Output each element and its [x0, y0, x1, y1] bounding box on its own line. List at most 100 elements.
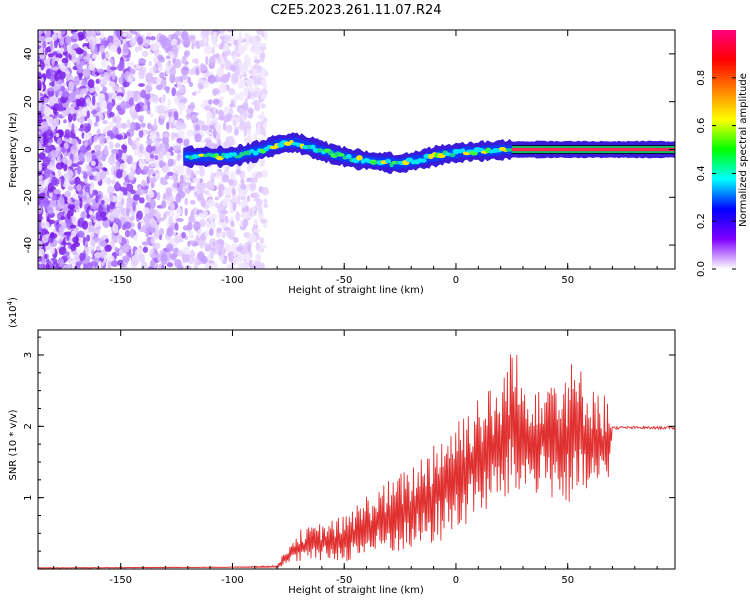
- noise-speckle: [115, 134, 124, 140]
- noise-speckle: [214, 43, 218, 48]
- noise-speckle: [126, 119, 131, 129]
- noise-speckle: [80, 210, 87, 220]
- noise-speckle: [139, 114, 145, 121]
- noise-speckle: [99, 100, 108, 111]
- noise-speckle: [212, 88, 220, 95]
- noise-speckle: [170, 124, 176, 129]
- noise-speckle: [132, 194, 140, 201]
- noise-speckle: [133, 233, 138, 242]
- noise-speckle: [116, 168, 123, 179]
- noise-speckle: [256, 30, 263, 36]
- noise-speckle: [86, 234, 91, 242]
- noise-speckle: [115, 115, 121, 123]
- noise-speckle: [126, 183, 134, 193]
- snr-y-axis-label: SNR (10 * v/v): [8, 409, 19, 480]
- noise-speckle: [197, 78, 204, 84]
- noise-speckle: [172, 172, 179, 183]
- noise-speckle: [179, 174, 184, 184]
- noise-speckle: [154, 154, 159, 161]
- noise-speckle: [224, 242, 230, 252]
- noise-speckle: [251, 36, 258, 46]
- noise-speckle: [97, 93, 103, 104]
- noise-speckle: [107, 64, 111, 75]
- noise-speckle: [108, 141, 114, 150]
- noise-speckle: [90, 204, 98, 210]
- noise-speckle: [158, 227, 165, 236]
- noise-speckle: [64, 129, 71, 136]
- noise-speckle: [216, 227, 222, 233]
- noise-speckle: [235, 70, 241, 77]
- noise-speckle: [89, 102, 94, 112]
- snr-frame: [37, 329, 676, 570]
- noise-speckle: [243, 253, 251, 261]
- snr-x-tick-label: -150: [109, 575, 132, 586]
- noise-speckle: [44, 253, 48, 260]
- noise-speckle: [153, 50, 159, 56]
- noise-speckle: [230, 171, 236, 181]
- noise-speckle: [71, 54, 77, 64]
- noise-speckle: [241, 261, 247, 269]
- noise-speckle: [40, 96, 45, 102]
- noise-speckle: [176, 130, 185, 137]
- noise-speckle: [172, 64, 177, 70]
- noise-speckle: [219, 30, 225, 34]
- noise-speckle: [159, 34, 167, 45]
- noise-speckle: [150, 218, 157, 229]
- noise-speckle: [183, 138, 190, 148]
- noise-speckle: [258, 71, 264, 78]
- snr-y-axis: 1 2 3: [23, 336, 675, 570]
- noise-speckle: [84, 151, 91, 158]
- noise-speckle: [120, 263, 127, 268]
- noise-speckle: [149, 112, 154, 118]
- noise-speckle: [119, 163, 127, 170]
- noise-speckle: [181, 55, 187, 65]
- noise-speckle: [99, 113, 104, 121]
- noise-speckle: [149, 154, 155, 159]
- noise-speckle: [261, 169, 268, 178]
- noise-speckle: [129, 216, 135, 222]
- signal-blob: [277, 142, 285, 148]
- noise-speckle: [83, 133, 92, 141]
- noise-speckle: [193, 170, 200, 176]
- noise-speckle: [143, 104, 148, 112]
- noise-speckle: [100, 59, 107, 69]
- noise-speckle: [133, 90, 139, 96]
- noise-speckle: [51, 176, 58, 186]
- noise-speckle: [138, 159, 147, 169]
- noise-speckle: [57, 257, 64, 268]
- noise-speckle: [165, 151, 172, 159]
- noise-speckle: [70, 144, 78, 155]
- noise-speckle: [149, 186, 153, 195]
- signal-blob: [356, 155, 363, 161]
- noise-speckle: [41, 234, 49, 244]
- noise-speckle: [237, 188, 245, 197]
- noise-speckle: [153, 64, 157, 73]
- noise-speckle: [178, 264, 184, 269]
- noise-speckle: [52, 51, 58, 56]
- noise-speckle: [63, 231, 72, 236]
- noise-speckle: [169, 116, 175, 124]
- noise-speckle: [150, 253, 157, 259]
- noise-speckle: [206, 198, 215, 208]
- noise-speckle: [106, 204, 110, 212]
- noise-speckle: [38, 104, 41, 110]
- noise-speckle: [86, 213, 91, 219]
- noise-speckle: [51, 154, 56, 165]
- noise-speckle: [108, 111, 115, 118]
- noise-speckle: [57, 169, 62, 177]
- noise-speckle: [260, 92, 267, 100]
- noise-speckle: [235, 52, 241, 58]
- noise-speckle: [55, 132, 60, 138]
- noise-speckle: [62, 52, 68, 56]
- noise-speckle: [222, 122, 227, 131]
- noise-speckle: [166, 171, 174, 176]
- noise-speckle: [187, 35, 196, 41]
- noise-speckle: [254, 260, 263, 269]
- noise-speckle: [208, 55, 216, 66]
- noise-speckle: [175, 207, 182, 216]
- noise-speckle: [218, 43, 224, 50]
- colorbar-tick-label: 0.6: [696, 118, 707, 134]
- noise-speckle: [69, 224, 77, 229]
- noise-speckle: [218, 189, 222, 198]
- noise-speckle: [99, 44, 105, 54]
